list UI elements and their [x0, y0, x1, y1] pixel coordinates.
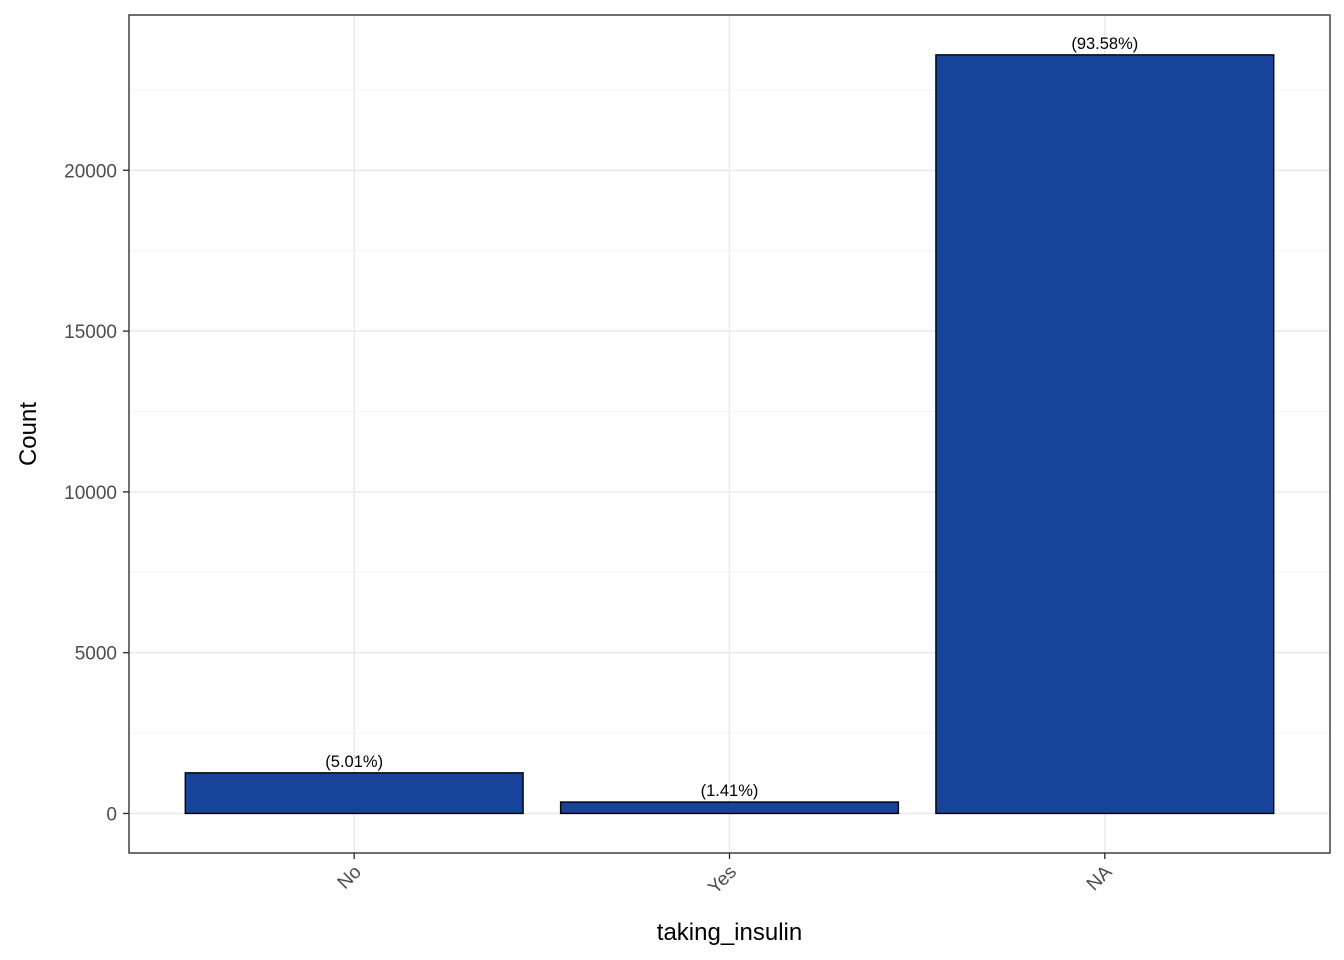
y-tick-label: 15000: [64, 322, 117, 343]
data-label-yes: (1.41%): [701, 782, 759, 800]
bars: [184, 54, 1275, 815]
bar-no: [184, 772, 524, 815]
x-tick-label-no: No: [334, 862, 366, 894]
y-axis-title: Count: [15, 402, 42, 466]
y-tick-label: 0: [106, 804, 117, 825]
bar-yes: [559, 801, 900, 815]
x-tick-label-yes: Yes: [704, 862, 741, 899]
y-tick-label: 20000: [64, 161, 117, 182]
data-label-na: (93.58%): [1071, 35, 1138, 53]
data-label-no: (5.01%): [325, 753, 383, 771]
x-tick-label-na: NA: [1083, 861, 1117, 895]
y-axis: 0 5000 10000 15000 20000: [64, 161, 129, 825]
data-labels: (5.01%) (1.41%) (93.58%): [325, 35, 1138, 800]
x-axis: No Yes NA: [334, 853, 1117, 898]
y-tick-label: 10000: [64, 483, 117, 504]
y-tick-label: 5000: [75, 644, 117, 665]
bar-na: [935, 54, 1275, 815]
x-axis-title: taking_insulin: [657, 919, 802, 946]
